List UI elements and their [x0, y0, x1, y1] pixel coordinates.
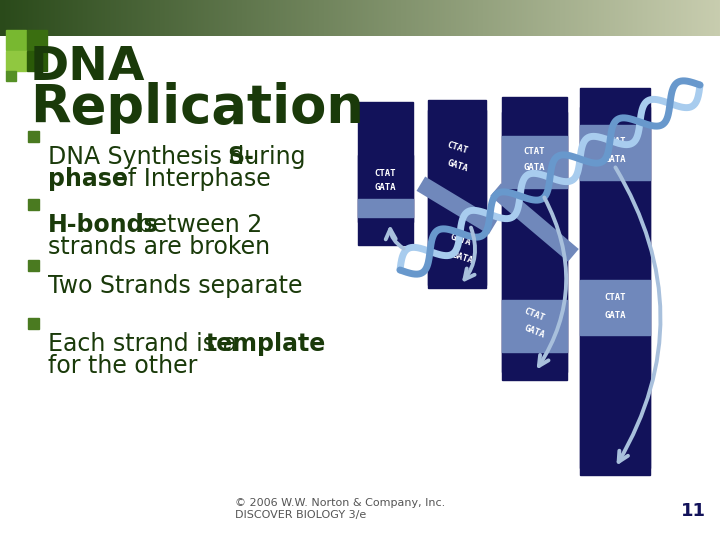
Bar [27, 51, 47, 71]
Text: DNA: DNA [30, 45, 145, 90]
Text: BATA: BATA [451, 251, 474, 266]
Bar [28, 199, 39, 210]
Bar [6, 71, 16, 81]
Text: CTAT: CTAT [446, 140, 469, 156]
Bar [580, 280, 650, 335]
Bar [358, 155, 413, 245]
Text: GATA: GATA [374, 183, 396, 192]
Text: of Interphase: of Interphase [106, 167, 271, 191]
Text: Two Strands separate: Two Strands separate [48, 274, 302, 298]
Bar [502, 97, 567, 372]
Text: GATA: GATA [523, 324, 546, 340]
Bar [28, 131, 39, 142]
Text: template: template [206, 332, 326, 356]
Text: GATA: GATA [604, 156, 626, 165]
Bar [28, 260, 39, 271]
Text: for the other: for the other [48, 354, 197, 378]
Text: S-: S- [228, 145, 254, 169]
Text: Replication: Replication [30, 82, 364, 134]
Bar [6, 30, 26, 50]
Text: CTAT: CTAT [374, 168, 396, 178]
Bar [428, 110, 486, 288]
Text: 11: 11 [681, 502, 706, 520]
Text: CTAT: CTAT [604, 138, 626, 146]
Text: DISCOVER BIOLOGY 3/e: DISCOVER BIOLOGY 3/e [235, 510, 366, 520]
Text: GATA: GATA [446, 158, 469, 173]
Bar [502, 112, 567, 380]
Text: © 2006 W.W. Norton & Company, Inc.: © 2006 W.W. Norton & Company, Inc. [235, 498, 445, 508]
Bar [358, 102, 413, 222]
Text: between 2: between 2 [130, 213, 263, 237]
Text: DNA Synthesis during: DNA Synthesis during [48, 145, 313, 169]
Bar [580, 88, 650, 468]
Text: CTAT: CTAT [523, 307, 546, 323]
Text: phase: phase [48, 167, 128, 191]
Text: CTAT: CTAT [604, 293, 626, 301]
Bar [580, 107, 650, 475]
Bar [580, 125, 650, 180]
Bar [502, 300, 567, 352]
Bar [27, 30, 47, 50]
Bar [358, 199, 413, 217]
Text: H-bonds: H-bonds [48, 213, 158, 237]
Bar [28, 318, 39, 329]
Text: Each strand is a: Each strand is a [48, 332, 245, 356]
Bar [6, 51, 26, 71]
Bar [428, 100, 486, 285]
Text: GATA: GATA [604, 310, 626, 320]
Text: GATA: GATA [523, 164, 545, 172]
Text: GATA: GATA [449, 232, 472, 248]
Text: strands are broken: strands are broken [48, 235, 270, 259]
Text: CTAT: CTAT [523, 147, 545, 157]
Bar [502, 136, 567, 188]
